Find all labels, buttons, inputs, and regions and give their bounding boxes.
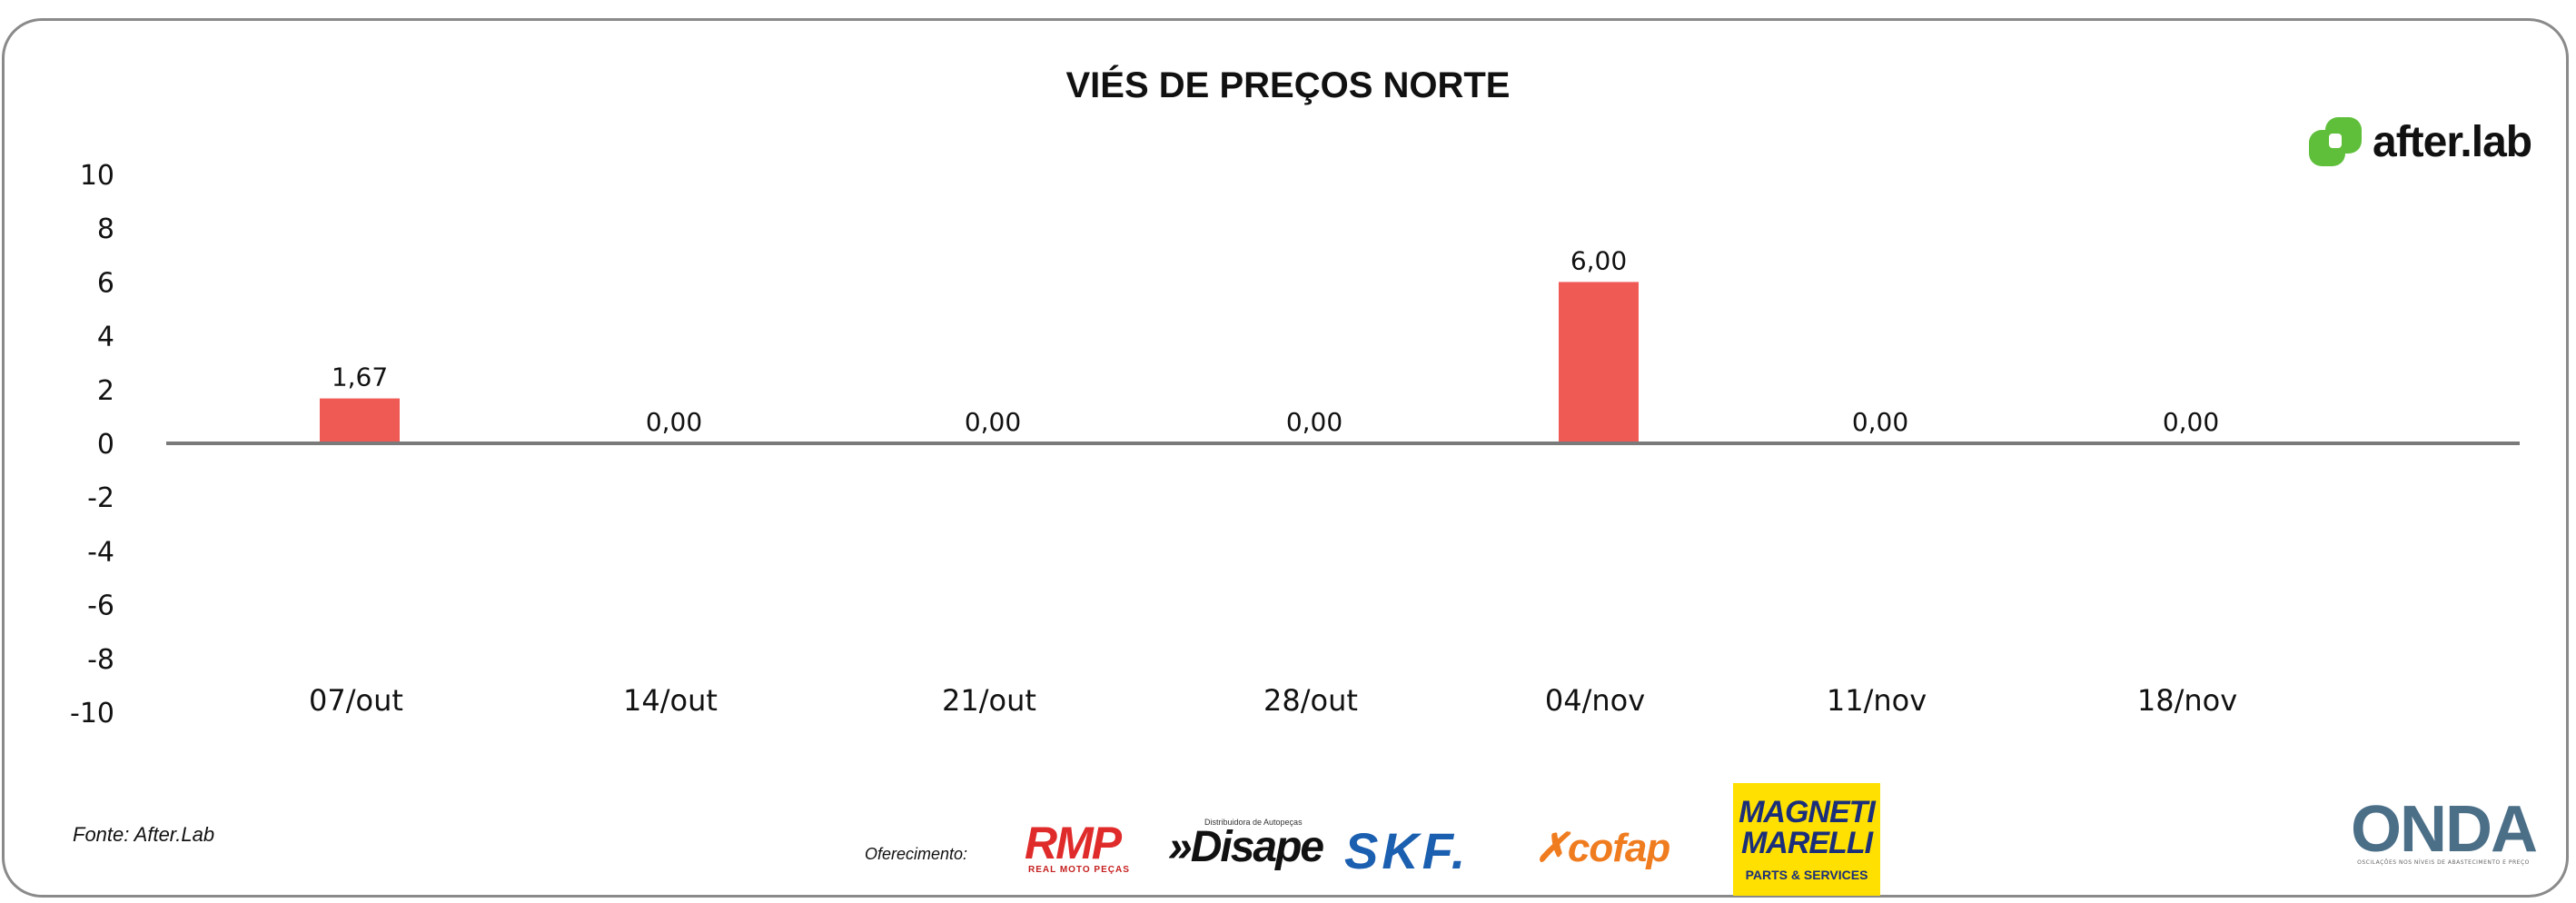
data-label: 6,00 xyxy=(1570,245,1627,275)
chart-title: VIÉS DE PREÇOS NORTE xyxy=(1065,65,1511,105)
y-tick-label: 2 xyxy=(97,375,114,407)
cofap-logo: ✗cofap xyxy=(1535,825,1670,871)
data-label: 0,00 xyxy=(2163,407,2219,437)
cofap-mark-icon: ✗ xyxy=(1535,826,1569,870)
x-tick-label: 18/nov xyxy=(2137,683,2237,718)
onda-logo-subtext: OSCILAÇÕES NOS NÍVEIS DE ABASTECIMENTO E… xyxy=(2357,859,2530,866)
afterlab-logo-text: after.lab xyxy=(2373,117,2532,166)
source-note: Fonte: After.Lab xyxy=(73,823,215,846)
y-tick-label: -10 xyxy=(70,698,114,729)
afterlab-logo: after.lab xyxy=(2307,113,2532,171)
x-tick-label: 04/nov xyxy=(1545,683,1645,718)
x-tick-label: 11/nov xyxy=(1827,683,1927,718)
magneti-marelli-logo: MAGNETI MARELLI PARTS & SERVICES xyxy=(1733,783,1880,896)
x-tick-label: 14/out xyxy=(623,683,718,718)
disape-logo: Distribuidora de Autopeças »Disape xyxy=(1168,818,1324,871)
bars xyxy=(320,282,1639,443)
onda-logo: ONDA OSCILAÇÕES NOS NÍVEIS DE ABASTECIME… xyxy=(2351,793,2538,866)
y-tick-label: 4 xyxy=(97,322,114,353)
data-label: 1,67 xyxy=(332,362,388,392)
value-labels: 1,67 0,00 0,00 0,00 6,00 0,00 0,00 xyxy=(332,245,2219,437)
magneti-marelli-logo-subtext: PARTS & SERVICES xyxy=(1745,868,1868,882)
x-tick-label: 28/out xyxy=(1263,683,1358,718)
onda-logo-text: ONDA xyxy=(2351,793,2538,866)
data-label: 0,00 xyxy=(1852,407,1908,437)
y-tick-label: 8 xyxy=(97,213,114,245)
x-tick-label: 07/out xyxy=(309,683,403,718)
disape-logo-subtext: Distribuidora de Autopeças xyxy=(1204,818,1303,827)
afterlab-mark-icon xyxy=(2307,115,2363,168)
data-label: 0,00 xyxy=(1286,407,1342,437)
cofap-logo-text: cofap xyxy=(1567,826,1670,870)
chart-frame xyxy=(2,18,2569,898)
data-label: 0,00 xyxy=(646,407,702,437)
y-tick-label: -8 xyxy=(87,644,114,676)
rmp-logo-subtext: REAL MOTO PEÇAS xyxy=(1028,865,1130,875)
disape-logo-text: »Disape xyxy=(1168,823,1324,871)
y-tick-label: -2 xyxy=(87,482,114,514)
y-tick-label: 6 xyxy=(97,267,114,299)
y-axis-ticks: 10 8 6 4 2 0 -2 -4 -6 -8 -10 xyxy=(70,160,114,729)
rmp-logo-text: RMP xyxy=(1025,818,1122,868)
magneti-marelli-logo-text: MAGNETI MARELLI xyxy=(1739,795,1876,860)
bar xyxy=(320,398,400,443)
skf-logo: SKF. xyxy=(1344,822,1470,879)
y-tick-label: 0 xyxy=(97,429,114,461)
y-tick-label: -6 xyxy=(87,590,114,622)
x-tick-label: 21/out xyxy=(942,683,1036,718)
rmp-logo: RMP REAL MOTO PEÇAS xyxy=(1025,818,1130,875)
sponsor-label: Oferecimento: xyxy=(865,845,968,863)
y-tick-label: 10 xyxy=(80,160,114,192)
x-axis-ticks: 07/out 14/out 21/out 28/out 04/nov 11/nov 18/n… xyxy=(309,683,2237,718)
bar xyxy=(1559,282,1639,443)
data-label: 0,00 xyxy=(965,407,1021,437)
y-tick-label: -4 xyxy=(87,536,114,568)
